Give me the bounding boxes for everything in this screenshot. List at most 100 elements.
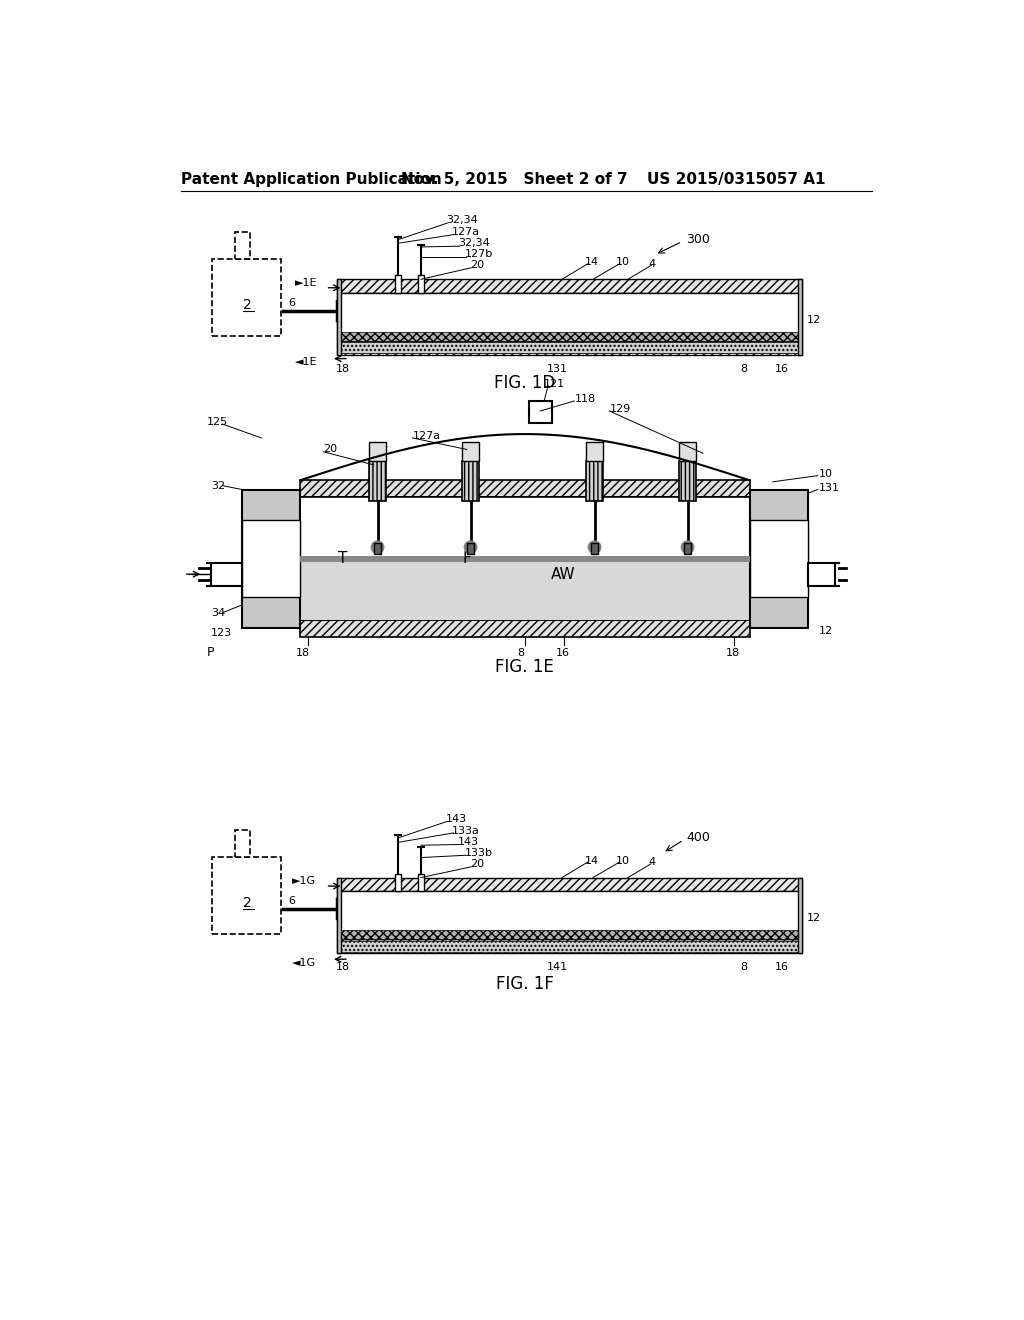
Text: 8: 8: [740, 363, 748, 374]
Bar: [394, 276, 400, 293]
Text: 10: 10: [616, 855, 630, 866]
Text: 300: 300: [686, 232, 710, 246]
Bar: [337, 940, 802, 953]
Text: 133b: 133b: [464, 847, 493, 858]
Bar: [592, 544, 598, 554]
Bar: [212, 259, 282, 335]
Text: 127a: 127a: [452, 227, 480, 236]
Text: 32,34: 32,34: [445, 215, 477, 224]
Text: ►1G: ►1G: [292, 876, 316, 887]
Bar: [234, 830, 251, 857]
Bar: [242, 520, 300, 598]
Text: FIG. 1D: FIG. 1D: [495, 375, 555, 392]
Text: 34: 34: [211, 607, 225, 618]
Bar: [337, 293, 802, 341]
Text: T: T: [338, 552, 347, 566]
Text: 123: 123: [211, 628, 232, 639]
Bar: [799, 280, 802, 355]
Bar: [212, 857, 282, 933]
Bar: [337, 929, 802, 940]
Text: 143: 143: [445, 814, 467, 824]
Text: 12: 12: [819, 626, 834, 636]
Text: FIG. 1F: FIG. 1F: [496, 975, 554, 993]
Bar: [750, 520, 808, 598]
Circle shape: [464, 541, 477, 553]
Bar: [808, 562, 835, 586]
Text: AW: AW: [551, 566, 575, 582]
Bar: [300, 620, 750, 638]
Text: ►1E: ►1E: [295, 279, 317, 288]
Bar: [242, 490, 300, 628]
Bar: [337, 878, 341, 953]
Bar: [369, 442, 386, 461]
Text: 14: 14: [586, 855, 599, 866]
Circle shape: [372, 541, 384, 553]
Text: 4: 4: [649, 857, 656, 867]
Text: 6: 6: [289, 298, 296, 308]
Bar: [528, 401, 552, 422]
Bar: [300, 558, 750, 620]
Text: 20: 20: [471, 260, 484, 269]
Text: 141: 141: [547, 962, 567, 972]
Text: 131: 131: [547, 363, 567, 374]
Bar: [586, 461, 603, 502]
Bar: [679, 461, 696, 502]
Bar: [300, 498, 750, 620]
Bar: [679, 442, 696, 461]
Text: 8: 8: [740, 962, 748, 972]
Text: 32: 32: [211, 480, 225, 491]
Text: 10: 10: [819, 469, 834, 479]
Text: 129: 129: [610, 404, 632, 413]
Text: 143: 143: [458, 837, 479, 847]
Bar: [300, 556, 750, 562]
Bar: [418, 874, 424, 891]
Bar: [375, 544, 381, 554]
Bar: [337, 331, 802, 341]
Bar: [462, 461, 479, 502]
Text: 8: 8: [517, 648, 524, 657]
Bar: [337, 280, 341, 355]
Text: 20: 20: [471, 859, 484, 870]
Bar: [337, 280, 802, 293]
Text: 18: 18: [296, 648, 310, 657]
Text: 2: 2: [243, 896, 252, 909]
Text: 14: 14: [586, 257, 599, 268]
Circle shape: [589, 541, 601, 553]
Bar: [337, 941, 802, 952]
Bar: [300, 480, 750, 498]
Bar: [211, 562, 242, 586]
Text: 125: 125: [207, 417, 228, 426]
Text: FIG. 1E: FIG. 1E: [496, 657, 554, 676]
Text: 118: 118: [575, 395, 596, 404]
Text: ◄1G: ◄1G: [292, 958, 316, 968]
Text: 18: 18: [726, 648, 740, 657]
Text: 12: 12: [807, 315, 821, 325]
Text: 18: 18: [336, 363, 350, 374]
Text: 6: 6: [289, 896, 296, 907]
Bar: [684, 544, 690, 554]
Text: 127a: 127a: [413, 430, 440, 441]
Text: US 2015/0315057 A1: US 2015/0315057 A1: [647, 173, 825, 187]
Bar: [799, 878, 802, 953]
Text: F: F: [462, 552, 471, 566]
Text: P: P: [207, 647, 215, 659]
Text: 20: 20: [324, 445, 338, 454]
Bar: [337, 342, 802, 354]
Bar: [337, 341, 802, 355]
Bar: [394, 874, 400, 891]
Bar: [462, 442, 479, 461]
Text: Patent Application Publication: Patent Application Publication: [180, 173, 441, 187]
Text: 400: 400: [686, 832, 710, 843]
Bar: [369, 461, 386, 502]
Text: 127b: 127b: [464, 249, 493, 259]
Text: 12: 12: [807, 913, 821, 924]
Text: 32,34: 32,34: [458, 238, 489, 248]
Text: 131: 131: [819, 483, 841, 492]
Bar: [467, 544, 474, 554]
Text: 4: 4: [649, 259, 656, 269]
Text: Nov. 5, 2015   Sheet 2 of 7: Nov. 5, 2015 Sheet 2 of 7: [400, 173, 628, 187]
Text: 2: 2: [243, 298, 252, 312]
Circle shape: [681, 541, 693, 553]
Bar: [337, 878, 802, 891]
Text: 133a: 133a: [452, 825, 480, 836]
